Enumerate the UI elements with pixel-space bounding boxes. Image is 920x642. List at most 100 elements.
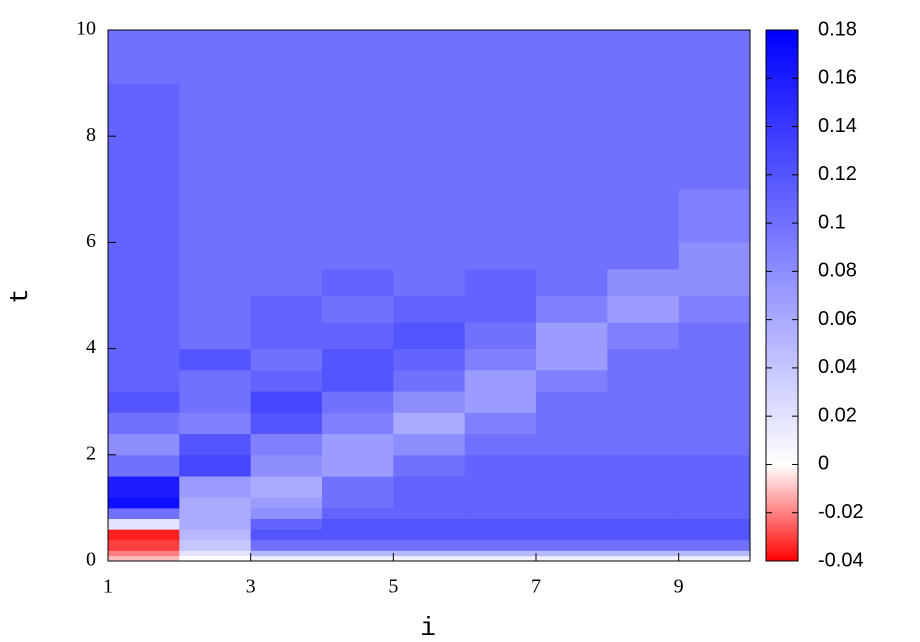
heat-cell [464,518,537,530]
colorbar-segment [766,524,798,528]
heat-cell [678,136,751,190]
colorbar-segment [766,268,798,272]
colorbar-tick-label: 0.1 [818,211,846,233]
heat-cell [464,507,537,520]
colorbar-segment [766,517,798,521]
colorbar-segment [766,44,798,48]
colorbar-segment [766,408,798,412]
heat-cell [536,550,608,557]
colorbar-segment [766,317,798,321]
heat-cell [607,391,680,413]
colorbar-segment [766,500,798,504]
colorbar-segment [766,365,798,369]
heat-cell [250,412,323,435]
colorbar-segment [766,56,798,60]
colorbar-segment [766,307,798,311]
heat-cell [322,136,394,190]
colorbar-segment [766,34,798,38]
heat-cell [322,369,394,392]
heat-cell [322,518,394,530]
heat-cell [250,507,323,520]
heat-cell [322,555,394,562]
heat-cell [678,322,751,350]
colorbar-segment [766,324,798,328]
colorbar-segment [766,39,798,43]
colorbar-segment [766,247,798,251]
heat-cell [179,369,252,392]
heat-cell [108,295,180,323]
heat-cell [678,518,751,530]
heat-cell [536,369,608,392]
heat-cell [393,550,466,557]
heat-cell [536,539,608,551]
colorbar-segment [766,377,798,381]
colorbar-segment [766,416,798,420]
colorbar-segment [766,119,798,123]
colorbar-segment [766,281,798,284]
colorbar-segment [766,389,798,393]
colorbar-segment [766,189,798,193]
heat-cell [322,550,394,557]
colorbar-segment [766,107,798,111]
colorbar-segment [766,396,798,400]
heat-cell [393,518,466,530]
heat-cell [108,189,180,243]
heat-cell [250,83,323,137]
colorbar-segment [766,133,798,137]
colorbar-tick-label: -0.04 [818,549,864,571]
heat-cell [393,412,466,435]
colorbar-segment [766,556,798,560]
heat-cell [607,529,680,541]
colorbar-segment [766,529,798,533]
x-axis-label: i [420,613,436,642]
heat-cell [393,322,466,350]
colorbar-segment [766,235,798,239]
heat-cell [179,507,252,520]
colorbar-segment [766,194,798,198]
colorbar-segment [766,266,798,270]
heat-cell [678,295,751,323]
colorbar-segment [766,143,798,147]
colorbar-segment [766,505,798,509]
heat-cell [607,189,680,243]
colorbar-segment [766,124,798,128]
colorbar-segment [766,249,798,253]
heat-cell [108,507,180,520]
heat-cell [607,518,680,530]
colorbar-segment [766,548,798,552]
heat-cell [322,83,394,137]
colorbar-segment [766,379,798,383]
colorbar-segment [766,182,798,185]
heat-cell [179,454,252,477]
y-tick-label: 2 [86,442,96,464]
colorbar-segment [766,80,798,84]
heat-cell [464,295,537,323]
colorbar-border [765,29,799,562]
heat-cell [250,529,323,541]
colorbar-segment [766,406,798,410]
colorbar-segment [766,177,798,181]
heat-cell [250,322,323,350]
heat-cell [108,369,180,392]
colorbar-segment [766,126,798,130]
x-tick-label: 3 [246,576,256,598]
colorbar-segment [766,452,798,456]
colorbar-segment [766,150,798,154]
heat-cell [393,433,466,456]
colorbar-segment [766,232,798,236]
colorbar-segment [766,61,798,65]
heat-cell [393,295,466,323]
heat-cell [250,497,323,509]
colorbar-segment [766,527,798,531]
colorbar-segment [766,510,798,514]
heat-cell [179,391,252,413]
colorbar-segment [766,273,798,277]
colorbar-tick-label: -0.02 [818,501,864,523]
colorbar-segment [766,278,798,282]
colorbar-segment [766,546,798,550]
colorbar-tick-label: 0.08 [818,260,857,282]
heat-cell [464,83,537,137]
colorbar-segment [766,411,798,415]
colorbar-segment [766,276,798,280]
